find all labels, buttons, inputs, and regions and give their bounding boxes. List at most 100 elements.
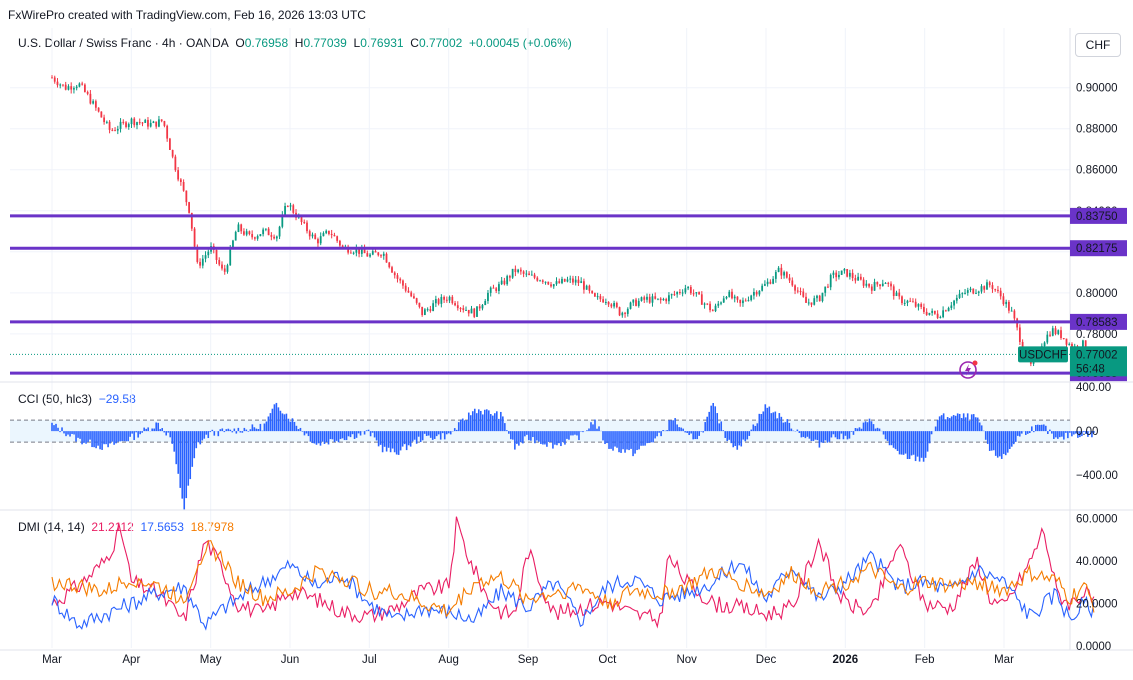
candle-body bbox=[725, 296, 728, 299]
candle-body bbox=[566, 279, 569, 282]
candle-body bbox=[67, 86, 70, 90]
candle-body bbox=[278, 226, 281, 237]
candle-body bbox=[799, 291, 802, 293]
candle-body bbox=[785, 272, 788, 278]
candle-body bbox=[711, 310, 714, 312]
candle-body bbox=[928, 312, 931, 315]
candle-body bbox=[377, 252, 380, 256]
dmi-series-line bbox=[51, 516, 1095, 629]
candle-body bbox=[481, 305, 484, 309]
symbol-name[interactable]: U.S. Dollar / Swiss Franc · 4h · OANDA bbox=[18, 36, 229, 50]
candle-body bbox=[547, 281, 550, 285]
candle-body bbox=[588, 285, 591, 291]
time-tick-label: Dec bbox=[756, 654, 777, 666]
candle-body bbox=[410, 292, 413, 297]
cci-label[interactable]: CCI (50, hlc3) bbox=[18, 392, 93, 406]
candle-body bbox=[884, 282, 887, 284]
candle-body bbox=[336, 236, 339, 241]
candle-body bbox=[887, 282, 890, 284]
candle-body bbox=[687, 287, 690, 289]
candle-body bbox=[193, 228, 196, 247]
time-tick-label: Feb bbox=[915, 654, 935, 666]
candle-body bbox=[942, 310, 945, 318]
candle-body bbox=[835, 272, 838, 278]
candle-body bbox=[281, 215, 284, 227]
candle-body bbox=[659, 298, 662, 301]
candle-body bbox=[651, 296, 654, 303]
candle-body bbox=[369, 254, 371, 257]
candle-body bbox=[1051, 328, 1054, 336]
candle-body bbox=[111, 129, 114, 131]
candle-body bbox=[577, 279, 580, 284]
candle-body bbox=[618, 307, 621, 316]
cci-legend: CCI (50, hlc3) −29.58 bbox=[18, 392, 136, 406]
candle-body bbox=[662, 298, 665, 301]
candle-body bbox=[925, 311, 928, 315]
cci-value: −29.58 bbox=[98, 392, 136, 406]
ticker-badge-label: USDCHF bbox=[1019, 349, 1067, 361]
level-badge-label: 0.83750 bbox=[1076, 211, 1118, 223]
candle-body bbox=[94, 101, 97, 108]
candle-body bbox=[859, 276, 862, 280]
candle-body bbox=[264, 228, 267, 230]
candle-body bbox=[429, 309, 432, 311]
candle-body bbox=[791, 280, 794, 286]
currency-button[interactable]: CHF bbox=[1075, 33, 1121, 57]
candle-body bbox=[761, 285, 764, 291]
dmi-tick-label: 20.0000 bbox=[1076, 598, 1118, 610]
candle-body bbox=[624, 312, 626, 314]
axis-badges: 0.837500.821750.785830.76085USDCHF0.7700… bbox=[1018, 207, 1127, 382]
candle-body bbox=[221, 264, 223, 269]
candle-body bbox=[774, 271, 777, 279]
candle-body bbox=[105, 121, 108, 123]
level-badge bbox=[1070, 313, 1127, 330]
candle-body bbox=[969, 288, 972, 291]
dmi-tick-label: 60.0000 bbox=[1076, 513, 1118, 525]
candle-body bbox=[514, 268, 517, 273]
candle-body bbox=[920, 304, 923, 307]
candle-body bbox=[418, 302, 421, 307]
candle-body bbox=[923, 306, 925, 312]
dmi-series-line bbox=[51, 550, 1095, 631]
candle-body bbox=[944, 310, 947, 312]
candle-body bbox=[832, 272, 835, 275]
candle-body bbox=[709, 303, 711, 311]
flash-icon[interactable] bbox=[959, 360, 978, 379]
candle-body bbox=[898, 292, 901, 297]
candle-body bbox=[78, 83, 81, 87]
candle-body bbox=[744, 300, 747, 302]
candle-body bbox=[53, 77, 56, 82]
candle-body bbox=[635, 299, 637, 306]
candle-body bbox=[371, 251, 374, 255]
candle-body bbox=[434, 299, 437, 304]
candle-body bbox=[816, 295, 818, 299]
candle-body bbox=[536, 277, 539, 281]
candle-body bbox=[827, 286, 829, 288]
candle-body bbox=[286, 206, 289, 208]
candle-body bbox=[245, 231, 248, 235]
candle-body bbox=[199, 261, 201, 266]
candle-body bbox=[413, 296, 415, 299]
dmi-label[interactable]: DMI (14, 14) bbox=[18, 520, 85, 534]
candle-body bbox=[103, 117, 105, 123]
candle-body bbox=[97, 107, 100, 112]
candle-body bbox=[325, 230, 328, 234]
candle-body bbox=[961, 293, 964, 295]
candle-body bbox=[456, 305, 459, 309]
candle-body bbox=[1049, 334, 1051, 336]
candle-body bbox=[1065, 338, 1068, 345]
candle-body bbox=[341, 245, 344, 247]
candle-body bbox=[750, 295, 753, 301]
candle-body bbox=[75, 86, 78, 89]
candle-body bbox=[977, 291, 980, 293]
candle-body bbox=[484, 300, 487, 306]
candle-body bbox=[939, 317, 942, 319]
candle-body bbox=[665, 298, 668, 302]
candle-body bbox=[503, 280, 506, 285]
candle-body bbox=[1021, 341, 1024, 350]
candle-body bbox=[440, 296, 443, 304]
candle-body bbox=[947, 307, 950, 312]
candle-body bbox=[130, 118, 133, 125]
candle-body bbox=[158, 119, 160, 127]
